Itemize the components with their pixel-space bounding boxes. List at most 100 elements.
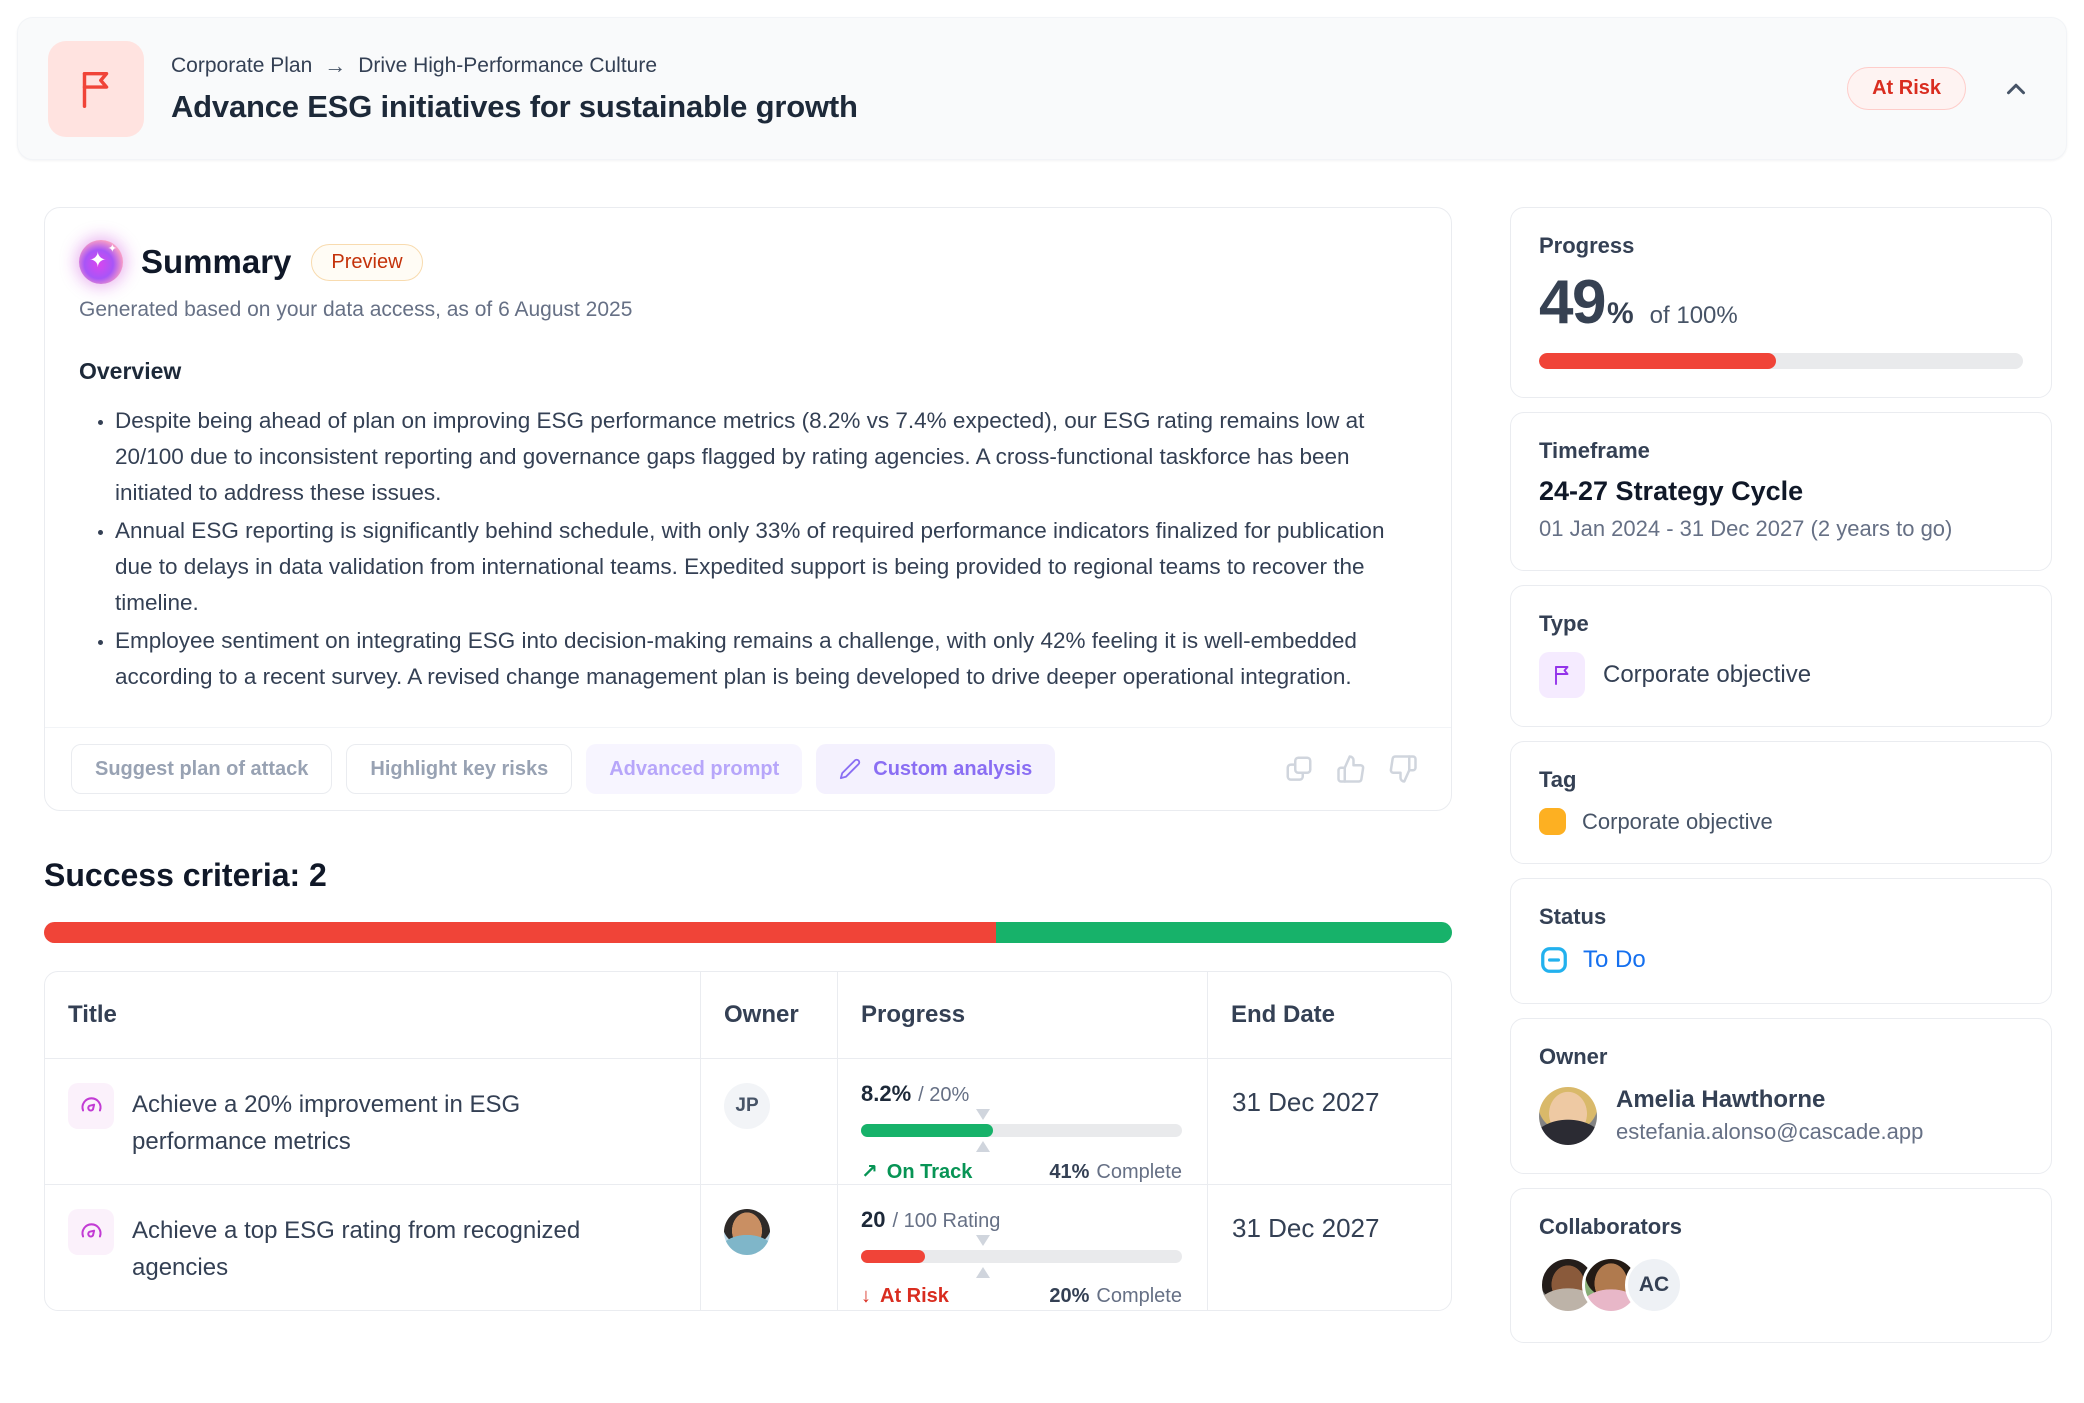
custom-analysis-label: Custom analysis [873,757,1033,780]
success-criteria-stacked-bar [44,922,1452,943]
breadcrumb-parent[interactable]: Corporate Plan [171,53,313,77]
summary-feedback-icons [1277,747,1425,791]
minus-square-icon [1541,947,1567,973]
chevron-up-icon [2007,83,2025,94]
objective-flag-icon-box [48,40,144,137]
collaborators-card: Collaborators AC [1510,1188,2052,1343]
breadcrumb: Corporate Plan → Drive High-Performance … [171,53,858,79]
gauge-icon-box [68,1083,114,1129]
timeframe-label: Timeframe [1539,438,1650,463]
progress-bar [861,1109,1182,1152]
health-status-label: On Track [886,1161,973,1183]
gauge-icon [81,1096,101,1112]
collaborator-avatar [1539,1256,1597,1314]
column-header-owner: Owner [700,972,837,1058]
type-card: Type Corporate objective [1510,585,2052,727]
criterion-title-link[interactable]: Achieve a 20% improvement in ESG perform… [132,1091,521,1155]
status-label: Status [1539,904,1607,929]
type-flag-icon-box [1539,652,1585,698]
main-content: Summary Preview Generated based on your … [44,207,1452,1311]
status-badge[interactable]: At Risk [1847,67,1966,110]
collaborator-avatar-initials: AC [1625,1256,1683,1314]
copy-button[interactable] [1277,747,1321,791]
timeframe-card: Timeframe 24-27 Strategy Cycle 01 Jan 20… [1510,412,2052,571]
progress-current-value: 20 [861,1207,886,1232]
complete-percentage: 41% Complete [1049,1161,1182,1183]
breadcrumb-child[interactable]: Drive High-Performance Culture [358,53,658,77]
progress-bar-fill [861,1124,993,1137]
column-header-end-date: End Date [1207,972,1451,1058]
highlight-risks-button[interactable]: Highlight key risks [346,744,573,794]
summary-header: Summary Preview [79,240,1417,284]
progress-label: Progress [1539,233,1635,258]
end-date: 31 Dec 2027 [1232,1213,1380,1243]
advanced-prompt-button[interactable]: Advanced prompt [586,744,803,794]
end-date: 31 Dec 2027 [1232,1087,1380,1117]
overview-heading: Overview [79,358,182,384]
overall-progress-fill [1539,353,1777,369]
page-title: Advance ESG initiatives for sustainable … [171,88,858,124]
progress-unit: % [1606,297,1634,330]
thumbs-up-button[interactable] [1329,747,1373,791]
progress-target-value: / 100 Rating [892,1210,1001,1232]
expected-progress-marker [975,1235,990,1246]
status-value[interactable]: To Do [1583,946,1646,973]
thumbs-down-button[interactable] [1381,747,1425,791]
preview-badge: Preview [311,243,423,281]
custom-analysis-button[interactable]: Custom analysis [816,744,1056,794]
owner-email: estefania.alonso@cascade.app [1616,1119,1924,1144]
health-status-label: At Risk [880,1285,949,1307]
column-header-title: Title [68,1001,117,1028]
suggest-plan-button[interactable]: Suggest plan of attack [71,744,333,794]
sparkle-ai-icon [79,240,123,284]
collaborators-label: Collaborators [1539,1214,1683,1239]
trend-down-arrow-icon: ↓ [861,1285,871,1307]
progress-current-value: 8.2% [861,1081,912,1106]
owner-label: Owner [1539,1044,1608,1069]
progress-bar [861,1235,1182,1278]
progress-target-value: / 20% [918,1084,970,1106]
success-criteria-heading: Success criteria: 2 [44,857,327,893]
tag-color-swatch [1539,808,1566,835]
copy-icon [1286,756,1312,781]
summary-actions-bar: Suggest plan of attack Highlight key ris… [45,727,1451,810]
trend-up-arrow-icon: ↗ [861,1161,878,1183]
objective-header: Corporate Plan → Drive High-Performance … [17,17,2067,160]
thumbs-up-icon [1337,755,1365,783]
breadcrumb-arrow-icon: → [324,52,347,78]
success-criteria-table: Title Owner Progress End Date Ac [44,971,1452,1311]
details-sidebar: Progress 49 % of 100% Timeframe 24-27 St… [1510,207,2052,1343]
progress-value: 49 [1539,268,1606,337]
summary-title: Summary [141,243,292,280]
overview-bullet: Employee sentiment on integrating ESG in… [115,623,1417,695]
gauge-icon-box [68,1209,114,1255]
status-card: Status To Do [1510,878,2052,1004]
owner-avatar-initials: JP [724,1083,770,1129]
column-header-progress: Progress [837,972,1207,1058]
overview-bullet-list: Despite being ahead of plan on improving… [79,403,1417,695]
header-right: At Risk [1847,67,2036,110]
collaborator-avatar-stack: AC [1539,1256,2023,1314]
type-label: Type [1539,611,1589,636]
table-row: Achieve a top ESG rating from recognized… [45,1185,1451,1310]
criterion-title-link[interactable]: Achieve a top ESG rating from recognized… [132,1217,581,1281]
progress-bar-fill [861,1250,926,1263]
ai-summary-card: Summary Preview Generated based on your … [44,207,1452,811]
type-value: Corporate objective [1603,661,1812,688]
tag-value: Corporate objective [1582,808,1773,834]
stacked-bar-red-segment [44,922,996,943]
expected-progress-marker [975,1267,990,1278]
health-status: ↓ At Risk [861,1285,949,1308]
expected-progress-marker [975,1141,990,1152]
table-row: Achieve a 20% improvement in ESG perform… [45,1059,1451,1185]
stacked-bar-green-segment [995,922,1452,943]
flag-icon [1555,666,1569,685]
owner-card: Owner Amelia Hawthorne estefania.alonso@… [1510,1018,2052,1174]
overview-bullet: Annual ESG reporting is significantly be… [115,513,1417,621]
progress-card: Progress 49 % of 100% [1510,207,2052,398]
header-text: Corporate Plan → Drive High-Performance … [171,53,858,125]
expected-progress-marker [975,1109,990,1120]
owner-name: Amelia Hawthorne [1616,1086,1826,1113]
collapse-header-button[interactable] [1996,69,2036,109]
pencil-icon [840,758,861,780]
